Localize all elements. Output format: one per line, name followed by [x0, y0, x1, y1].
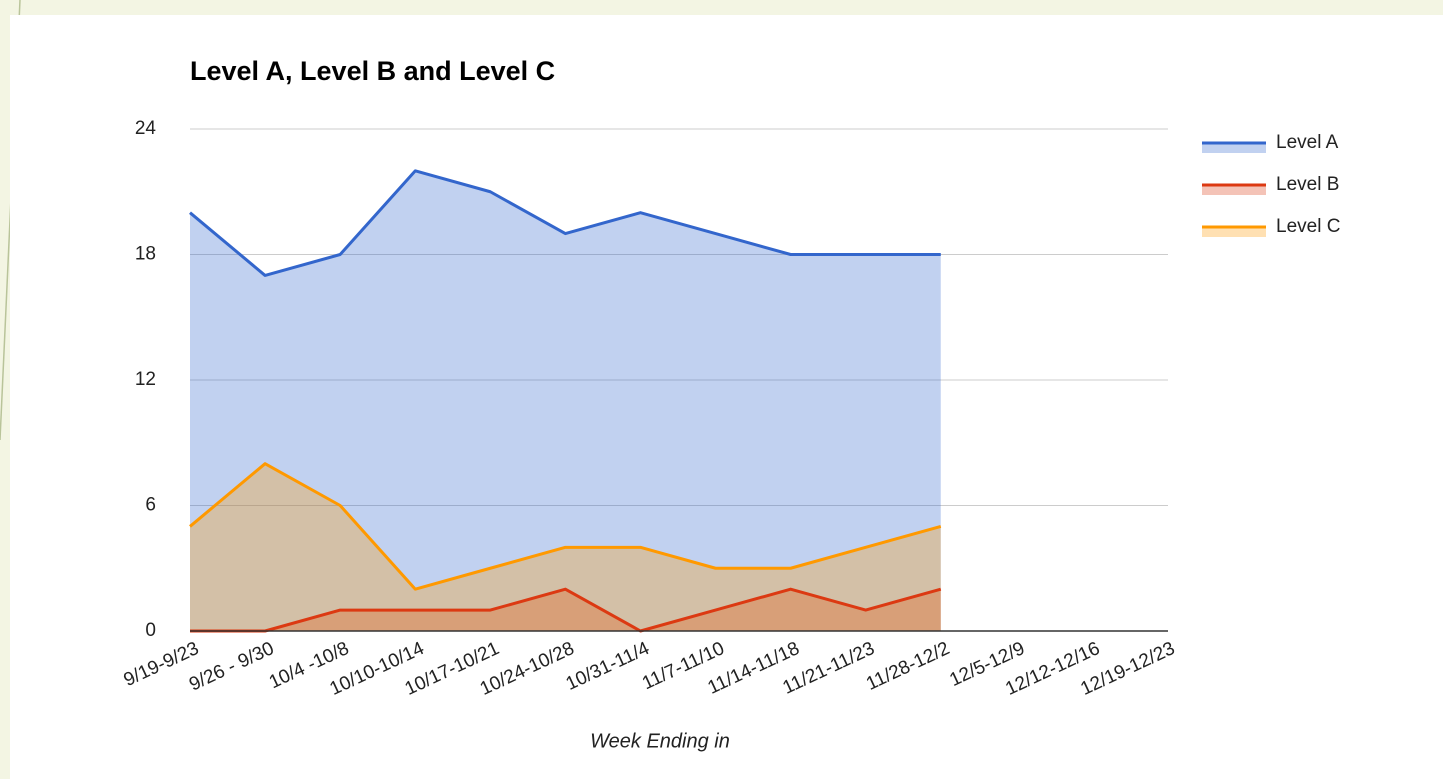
x-axis-title: Week Ending in	[590, 730, 730, 752]
series-line	[189, 462, 942, 591]
y-tick-label: 24	[135, 118, 157, 139]
legend-swatch	[1202, 185, 1266, 195]
legend-label: Level A	[1276, 132, 1339, 153]
chart-title: Level A, Level B and Level C	[190, 56, 555, 86]
y-tick-label: 18	[135, 244, 156, 265]
legend-label: Level B	[1276, 174, 1339, 195]
legend-swatch	[1202, 227, 1266, 237]
y-tick-label: 12	[135, 369, 156, 390]
area-fill	[190, 170, 941, 632]
legend-label: Level C	[1276, 216, 1340, 237]
legend-swatch	[1202, 143, 1266, 153]
series-line	[189, 169, 941, 277]
series-line	[190, 587, 942, 633]
y-tick-label: 6	[145, 495, 156, 516]
y-tick-label: 0	[145, 620, 156, 641]
